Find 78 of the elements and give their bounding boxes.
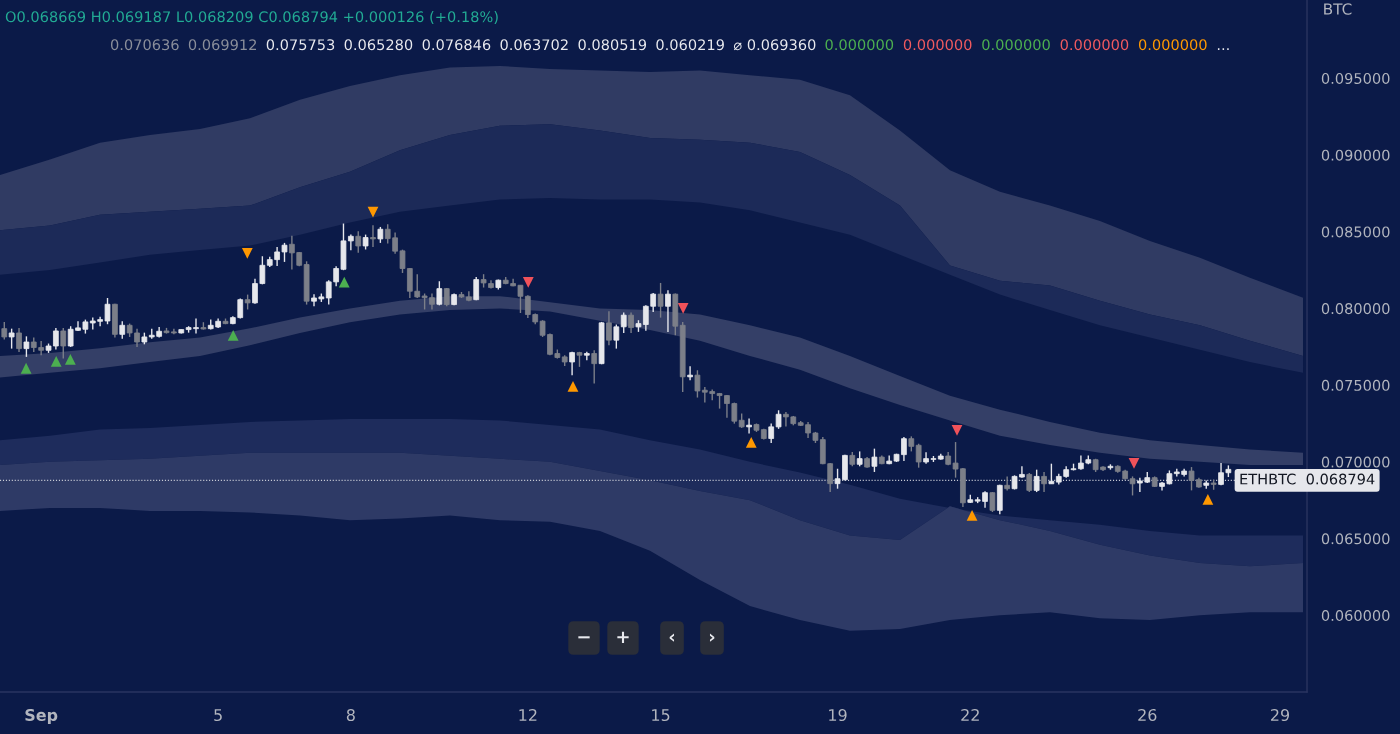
point	[64, 353, 76, 365]
annotation: 0.080519	[578, 39, 647, 51]
x-tick-label: 15	[652, 709, 670, 722]
annotation: 0.060219	[656, 39, 724, 51]
y-tick-label: 0.060000	[1321, 610, 1390, 622]
point	[1202, 494, 1214, 505]
y-tick-label: 0.095000	[1321, 72, 1390, 84]
candlestick	[23, 335, 30, 358]
annotation: 0.070636	[110, 39, 179, 51]
x-tick-label: 29	[1271, 708, 1290, 722]
candlestick	[665, 289, 671, 333]
ref-line-label: ETHBTC 0.068794	[1240, 473, 1375, 485]
y-tick-label: 0.065000	[1321, 533, 1390, 545]
x-tick-label: 5	[214, 709, 222, 722]
point	[20, 362, 32, 374]
point	[745, 436, 757, 448]
candlestick	[443, 287, 450, 307]
point	[50, 355, 62, 367]
x-tick-label: 8	[346, 708, 355, 722]
x-tick-label: Sep	[25, 708, 58, 725]
annotation: 0.063702	[500, 39, 568, 51]
point	[951, 425, 963, 436]
annotation: −	[578, 636, 590, 639]
candlestick	[746, 417, 752, 435]
point	[677, 302, 689, 314]
annotation: 0.076846	[422, 39, 491, 51]
x-tick-label: 12	[519, 708, 537, 721]
candlestick	[60, 327, 67, 360]
candlestick	[871, 447, 878, 473]
point	[1128, 458, 1140, 469]
candlestick	[620, 311, 627, 334]
annotation: 0.075753	[266, 39, 335, 51]
x-tick-label: 22	[961, 708, 979, 721]
annotation: O0.068669 H0.069187 L0.068209 C0.068794 +0.000126 (+0.18%)	[5, 10, 498, 24]
candlestick	[355, 230, 362, 254]
candlestick	[370, 224, 376, 248]
candlestick	[16, 327, 22, 353]
candlestick	[1026, 472, 1033, 493]
candlestick	[1033, 468, 1040, 493]
point	[338, 276, 350, 288]
y-tick-label: 0.070000	[1321, 456, 1390, 468]
annotation: ›	[709, 633, 715, 642]
candlestick	[606, 310, 612, 346]
annotation: 0.000000	[825, 39, 894, 51]
annotation: ‹	[669, 633, 675, 642]
point	[367, 206, 379, 218]
y-tick-label: 0.085000	[1321, 226, 1390, 238]
candlestick	[1048, 462, 1055, 485]
annotation: 0.065280	[344, 39, 413, 51]
annotation: ⌀ 0.069360	[733, 39, 816, 51]
x-tick-label: 19	[829, 708, 847, 722]
annotation: 0.000000	[1060, 39, 1129, 51]
annotation: 0.000000	[903, 39, 972, 51]
y-tick-label: 0.090000	[1321, 149, 1390, 161]
annotation: 0.000000	[1138, 39, 1207, 51]
point	[227, 329, 239, 341]
point	[522, 276, 534, 288]
annotation: +	[617, 631, 629, 643]
candlestick	[8, 327, 15, 350]
y-tick-label: 0.080000	[1321, 303, 1390, 315]
candlestick	[989, 491, 996, 513]
candlestick	[591, 349, 598, 385]
candlestick	[613, 323, 620, 350]
candlestick	[1041, 471, 1047, 493]
point	[241, 247, 253, 259]
candlestick	[1004, 475, 1010, 492]
annotation: ...	[1217, 48, 1229, 51]
candlestick	[657, 282, 664, 319]
x-tick-label: 26	[1138, 708, 1157, 722]
candlestick	[436, 280, 443, 307]
point	[567, 380, 579, 392]
candlestick	[915, 443, 922, 469]
y-axis-title: BTC	[1324, 3, 1352, 15]
annotation: 0.000000	[982, 39, 1050, 51]
point	[966, 510, 978, 521]
annotation: 0.069912	[188, 39, 256, 51]
y-tick-label: 0.075000	[1321, 379, 1390, 391]
candlestick	[628, 311, 634, 334]
